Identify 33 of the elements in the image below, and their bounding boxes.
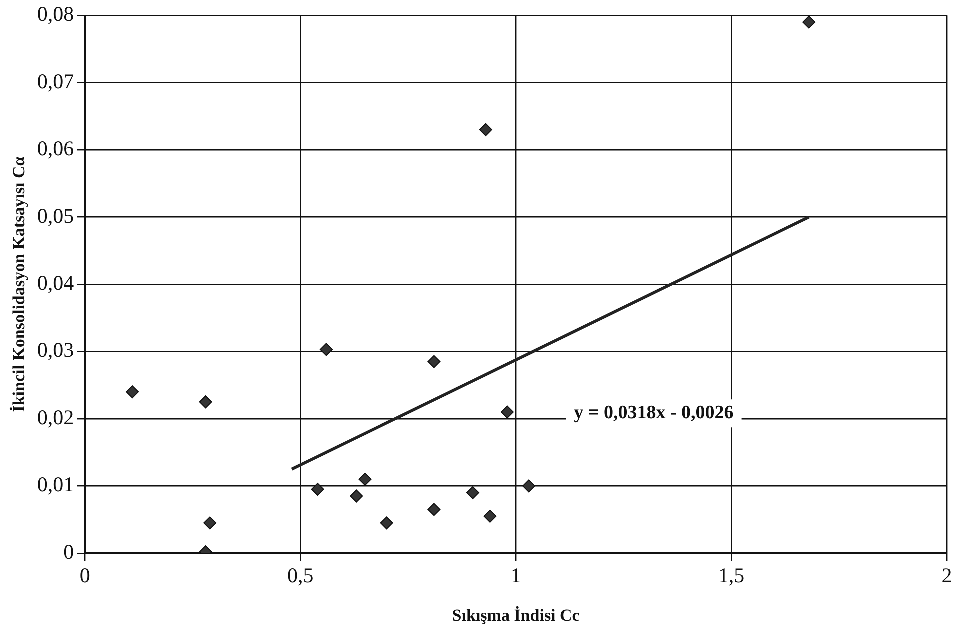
y-tick-label: 0,06 (37, 136, 74, 161)
annotation: y = 0,0318x - 0,0026 (574, 402, 734, 424)
y-tick-label: 0,08 (37, 2, 74, 26)
point (479, 123, 492, 136)
point (204, 516, 217, 530)
y-tick-label: 0,02 (37, 405, 74, 430)
point (484, 510, 497, 523)
y-tick-label: 0 (64, 540, 74, 564)
point (428, 503, 441, 516)
point (380, 516, 394, 530)
point (522, 480, 536, 493)
point (126, 386, 140, 399)
y-tick-label: 0,05 (37, 204, 74, 228)
x-tick-label: 1,5 (718, 564, 745, 588)
point (350, 490, 364, 503)
x-axis-title: Sıkışma İndisi Cc (452, 606, 580, 626)
point (320, 343, 333, 356)
x-tick-label: 1 (510, 564, 522, 588)
x-tick-label: 0 (80, 564, 90, 588)
point (500, 406, 514, 419)
point (199, 396, 212, 409)
y-axis-title: İkincil Konsolidasyon Katsayısı Cα (10, 156, 29, 412)
y-tick-label: 0,03 (37, 338, 74, 362)
y-tick-label: 0,04 (37, 271, 75, 296)
point (466, 486, 480, 500)
point (358, 472, 372, 486)
y-tick-label: 0,01 (37, 472, 74, 497)
point (802, 16, 816, 29)
y-tick-label: 0,07 (37, 69, 74, 94)
x-tick-label: 2 (942, 564, 952, 588)
point (311, 483, 324, 496)
point (428, 355, 441, 368)
x-tick-label: 0,5 (287, 564, 314, 588)
